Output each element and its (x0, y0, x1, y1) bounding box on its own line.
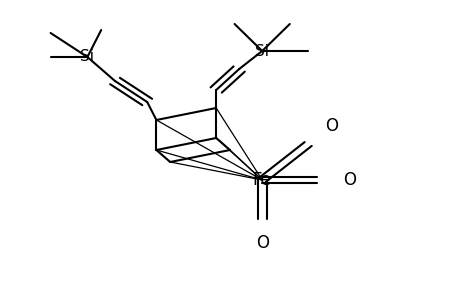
Text: Si: Si (255, 44, 269, 59)
Text: O: O (342, 171, 355, 189)
Text: O: O (255, 234, 268, 252)
Text: Si: Si (80, 50, 94, 64)
Text: O: O (324, 117, 337, 135)
Text: Fe: Fe (252, 171, 271, 189)
